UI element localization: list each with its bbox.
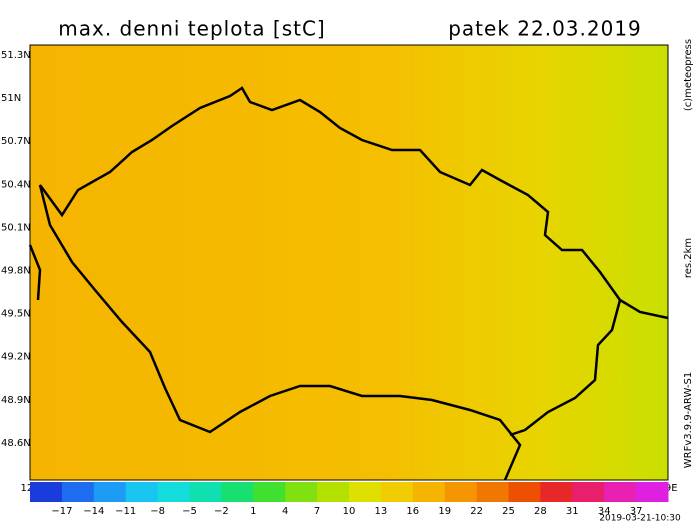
colorbar-segment xyxy=(540,482,573,502)
borders xyxy=(28,86,669,481)
latitude-label: 48.6N xyxy=(1,438,31,449)
colorbar-segment xyxy=(636,482,669,502)
colorbar-segment xyxy=(476,482,509,502)
colorbar-segment xyxy=(317,482,350,502)
colorbar-label: −2 xyxy=(214,506,229,517)
colorbar-segment xyxy=(285,482,318,502)
colorbar-label: 16 xyxy=(406,506,419,517)
latitude-labels: 51.3N 51N 50.7N 50.4N 50.1N 49.8N 49.5N 49.2N 48… xyxy=(1,50,31,449)
colorbar-label: −5 xyxy=(182,506,197,517)
colorbar-segment xyxy=(572,482,605,502)
latitude-label: 48.9N xyxy=(1,395,31,406)
colorbar-label: −8 xyxy=(150,506,165,517)
colorbar-label: 25 xyxy=(502,506,515,517)
latitude-label: 49.8N xyxy=(1,266,31,277)
colorbar-label: 1 xyxy=(250,506,256,517)
colorbar-segment xyxy=(604,482,637,502)
colorbar: −17 −14 −11 −8 −5 −2 1 4 7 10 13 16 19 22 25 28 31 34 37 xyxy=(30,482,669,517)
latitude-label: 49.2N xyxy=(1,352,31,363)
colorbar-segment xyxy=(508,482,541,502)
colorbar-segment xyxy=(157,482,190,502)
colorbar-label: 19 xyxy=(438,506,451,517)
colorbar-segment xyxy=(349,482,382,502)
colorbar-segment xyxy=(253,482,286,502)
colorbar-segment xyxy=(125,482,159,502)
colorbar-label: 37 xyxy=(630,506,643,517)
colorbar-label: 7 xyxy=(314,506,320,517)
latitude-label: 50.1N xyxy=(1,222,31,233)
latitude-label: 51.3N xyxy=(1,50,31,61)
colorbar-label: −17 xyxy=(51,506,72,517)
colorbar-segment xyxy=(221,482,254,502)
colorbar-label: −11 xyxy=(115,506,136,517)
colorbar-segment xyxy=(61,482,95,502)
latitude-label: 49.5N xyxy=(1,309,31,320)
colorbar-label: 4 xyxy=(282,506,288,517)
resolution: res.2km xyxy=(683,238,694,278)
latitude-label: 51N xyxy=(1,93,21,104)
colorbar-label: 13 xyxy=(375,506,388,517)
title: max. denni teplota [stC] xyxy=(58,17,325,41)
colorbar-label: 34 xyxy=(598,506,611,517)
colorbar-segment xyxy=(93,482,127,502)
colorbar-label: 28 xyxy=(534,506,547,517)
copyright: (c)meteopress xyxy=(683,39,694,111)
model: WRFv3.9.9-ARW-S1 xyxy=(683,372,694,469)
colorbar-segment xyxy=(30,482,63,502)
colorbar-segment xyxy=(189,482,222,502)
colorbar-label: 31 xyxy=(566,506,579,517)
timestamp: 2019-03-21-10:30 xyxy=(599,514,681,524)
colorbar-segment xyxy=(444,482,478,502)
colorbar-segment xyxy=(412,482,446,502)
colorbar-label: −14 xyxy=(83,506,104,517)
colorbar-label: 10 xyxy=(343,506,356,517)
colorbar-label: 22 xyxy=(470,506,483,517)
latitude-label: 50.4N xyxy=(1,179,31,190)
colorbar-segment xyxy=(380,482,414,502)
date: patek 22.03.2019 xyxy=(448,17,642,41)
temperature-field xyxy=(29,44,669,481)
latitude-label: 50.7N xyxy=(1,136,31,147)
